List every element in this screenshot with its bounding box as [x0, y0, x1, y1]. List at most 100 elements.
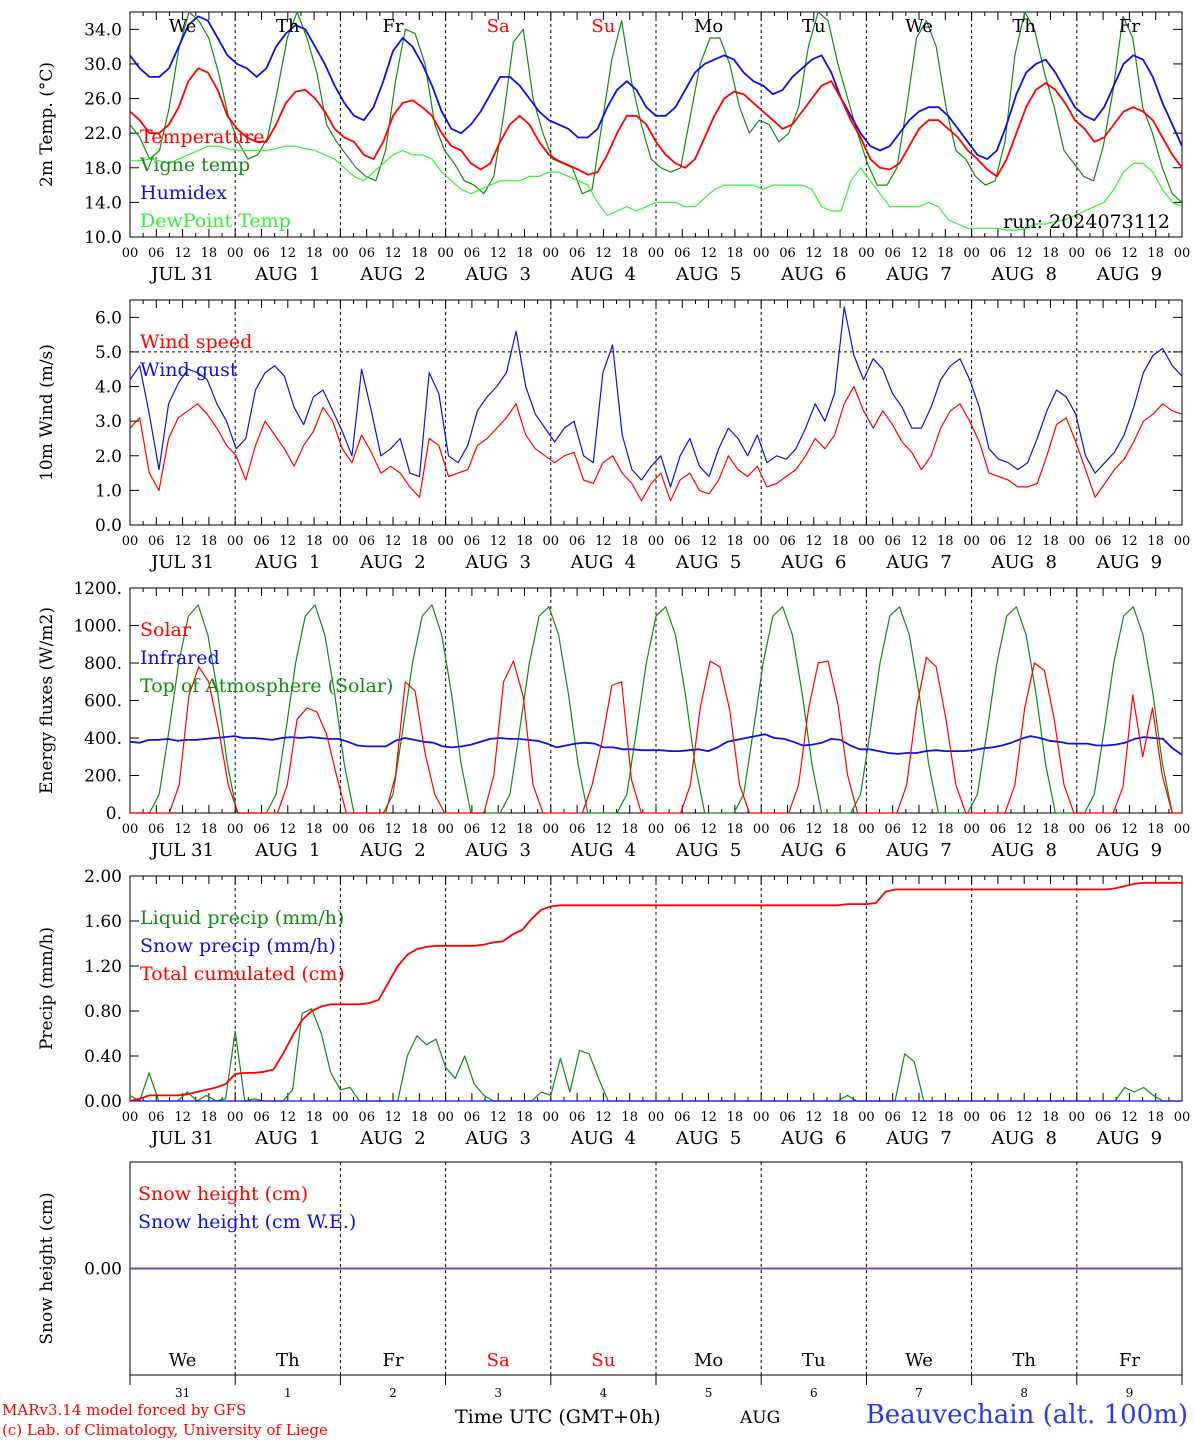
x-tick-label: 06: [674, 534, 691, 549]
x-tick-label: 12: [174, 246, 191, 261]
series-line: [130, 604, 1182, 814]
date-label: AUG 9: [1096, 840, 1162, 861]
x-tick-label: 12: [280, 246, 297, 261]
x-tick-label: 00: [122, 822, 139, 837]
date-label: AUG 3: [464, 264, 530, 285]
x-tick-label: 18: [1042, 246, 1059, 261]
y-axis-label: 2m Temp. (°C): [37, 62, 57, 187]
y-tick-label: 0.00: [84, 1092, 122, 1112]
weekday-label: We: [169, 16, 197, 37]
x-tick-label: 12: [911, 534, 928, 549]
x-tick-label: 18: [411, 534, 428, 549]
y-tick-label: 1200.: [73, 579, 122, 599]
credit-line-1: MARv3.14 model forced by GFS: [2, 1401, 247, 1419]
x-tick-label: 00: [227, 1110, 244, 1125]
x-tick-label: 18: [727, 534, 744, 549]
y-tick-label: 600.: [84, 692, 122, 712]
y-tick-label: 30.0: [84, 55, 122, 75]
x-tick-label: 12: [700, 822, 717, 837]
x-tick-label: 18: [937, 1110, 954, 1125]
legend-entry: Top of Atmosphere (Solar): [140, 675, 393, 697]
x-tick-label: 18: [1042, 1110, 1059, 1125]
x-tick-label: 00: [332, 1110, 349, 1125]
x-tick-label: 00: [227, 534, 244, 549]
date-label: AUG 5: [675, 840, 741, 861]
legend-entry: Snow height (cm W.E.): [138, 1211, 356, 1233]
y-tick-label: 10.0: [84, 228, 122, 248]
y-axis-label: 10m Wind (m/s): [37, 344, 57, 481]
date-label: JUL 31: [149, 264, 214, 285]
y-tick-label: 0.00: [84, 1260, 122, 1280]
series-line: [130, 145, 1183, 231]
x-tick-label: 12: [806, 822, 823, 837]
x-tick-label: 12: [174, 1110, 191, 1125]
legend-entry: Snow precip (mm/h): [140, 935, 336, 957]
date-label: AUG 1: [254, 552, 320, 573]
x-tick-label: 12: [1121, 534, 1138, 549]
x-tick-label: 00: [437, 1110, 454, 1125]
y-tick-label: 1.20: [84, 957, 122, 977]
x-tick-label: 12: [595, 822, 612, 837]
day-number-label: 1: [284, 1386, 292, 1400]
weekday-label: Tu: [802, 1350, 826, 1371]
date-label: AUG 1: [254, 264, 320, 285]
x-tick-label: 06: [884, 1110, 901, 1125]
date-label: AUG 3: [464, 840, 530, 861]
credit-line-2: (c) Lab. of Climatology, University of L…: [2, 1421, 328, 1439]
legend-entry: Snow height (cm): [138, 1183, 308, 1205]
date-label: AUG 5: [675, 264, 741, 285]
x-tick-label: 06: [1095, 822, 1112, 837]
y-tick-label: 18.0: [84, 159, 122, 179]
x-tick-label: 06: [990, 822, 1007, 837]
y-tick-label: 800.: [84, 654, 122, 674]
date-label: AUG 8: [990, 840, 1056, 861]
date-label: AUG 8: [990, 264, 1056, 285]
x-tick-label: 18: [516, 822, 533, 837]
x-tick-label: 18: [516, 1110, 533, 1125]
series-line: [129, 881, 1182, 1102]
weekday-label: Fr: [382, 16, 403, 37]
date-label: AUG 2: [359, 552, 425, 573]
x-tick-label: 00: [858, 534, 875, 549]
weekday-label: Th: [1012, 1350, 1036, 1371]
legend-entry: Temperature: [140, 126, 264, 148]
x-tick-label: 00: [1174, 534, 1191, 549]
x-tick-label: 00: [122, 246, 139, 261]
x-tick-label: 06: [569, 822, 586, 837]
y-tick-label: 0.40: [84, 1047, 122, 1067]
x-tick-label: 18: [621, 822, 638, 837]
date-label: AUG 4: [570, 1128, 636, 1149]
date-label: AUG 7: [885, 264, 951, 285]
x-tick-label: 00: [122, 534, 139, 549]
x-tick-label: 06: [464, 246, 481, 261]
day-number-label: 3: [494, 1386, 502, 1400]
x-tick-label: 00: [122, 1110, 139, 1125]
x-tick-label: 00: [437, 246, 454, 261]
x-tick-label: 12: [1016, 1110, 1033, 1125]
date-label: AUG 6: [780, 840, 846, 861]
x-tick-label: 06: [148, 246, 165, 261]
y-tick-label: 6.0: [95, 308, 122, 328]
plot-frame: [129, 299, 1183, 526]
y-tick-label: 200.: [84, 767, 122, 787]
day-number-label: 9: [1126, 1386, 1134, 1400]
meteogram: 10.014.018.022.026.030.034.02m Temp. (°C…: [37, 11, 1191, 1400]
x-tick-label: 06: [253, 246, 270, 261]
x-tick-label: 00: [543, 246, 560, 261]
x-tick-label: 18: [1147, 822, 1164, 837]
x-tick-label: 00: [1174, 246, 1191, 261]
x-tick-label: 18: [727, 822, 744, 837]
x-tick-label: 18: [306, 822, 323, 837]
model-credits: MARv3.14 model forced by GFS (c) Lab. of…: [2, 1400, 328, 1440]
date-label: AUG 7: [885, 1128, 951, 1149]
x-tick-label: 12: [911, 822, 928, 837]
series-line: [130, 656, 1182, 814]
x-tick-label: 18: [1147, 246, 1164, 261]
weekday-label: Sa: [487, 16, 510, 37]
x-tick-label: 00: [1069, 822, 1086, 837]
date-label: AUG 5: [675, 1128, 741, 1149]
weekday-label: Fr: [1119, 16, 1140, 37]
x-tick-label: 12: [911, 1110, 928, 1125]
x-tick-label: 00: [227, 822, 244, 837]
date-label: AUG 3: [464, 1128, 530, 1149]
